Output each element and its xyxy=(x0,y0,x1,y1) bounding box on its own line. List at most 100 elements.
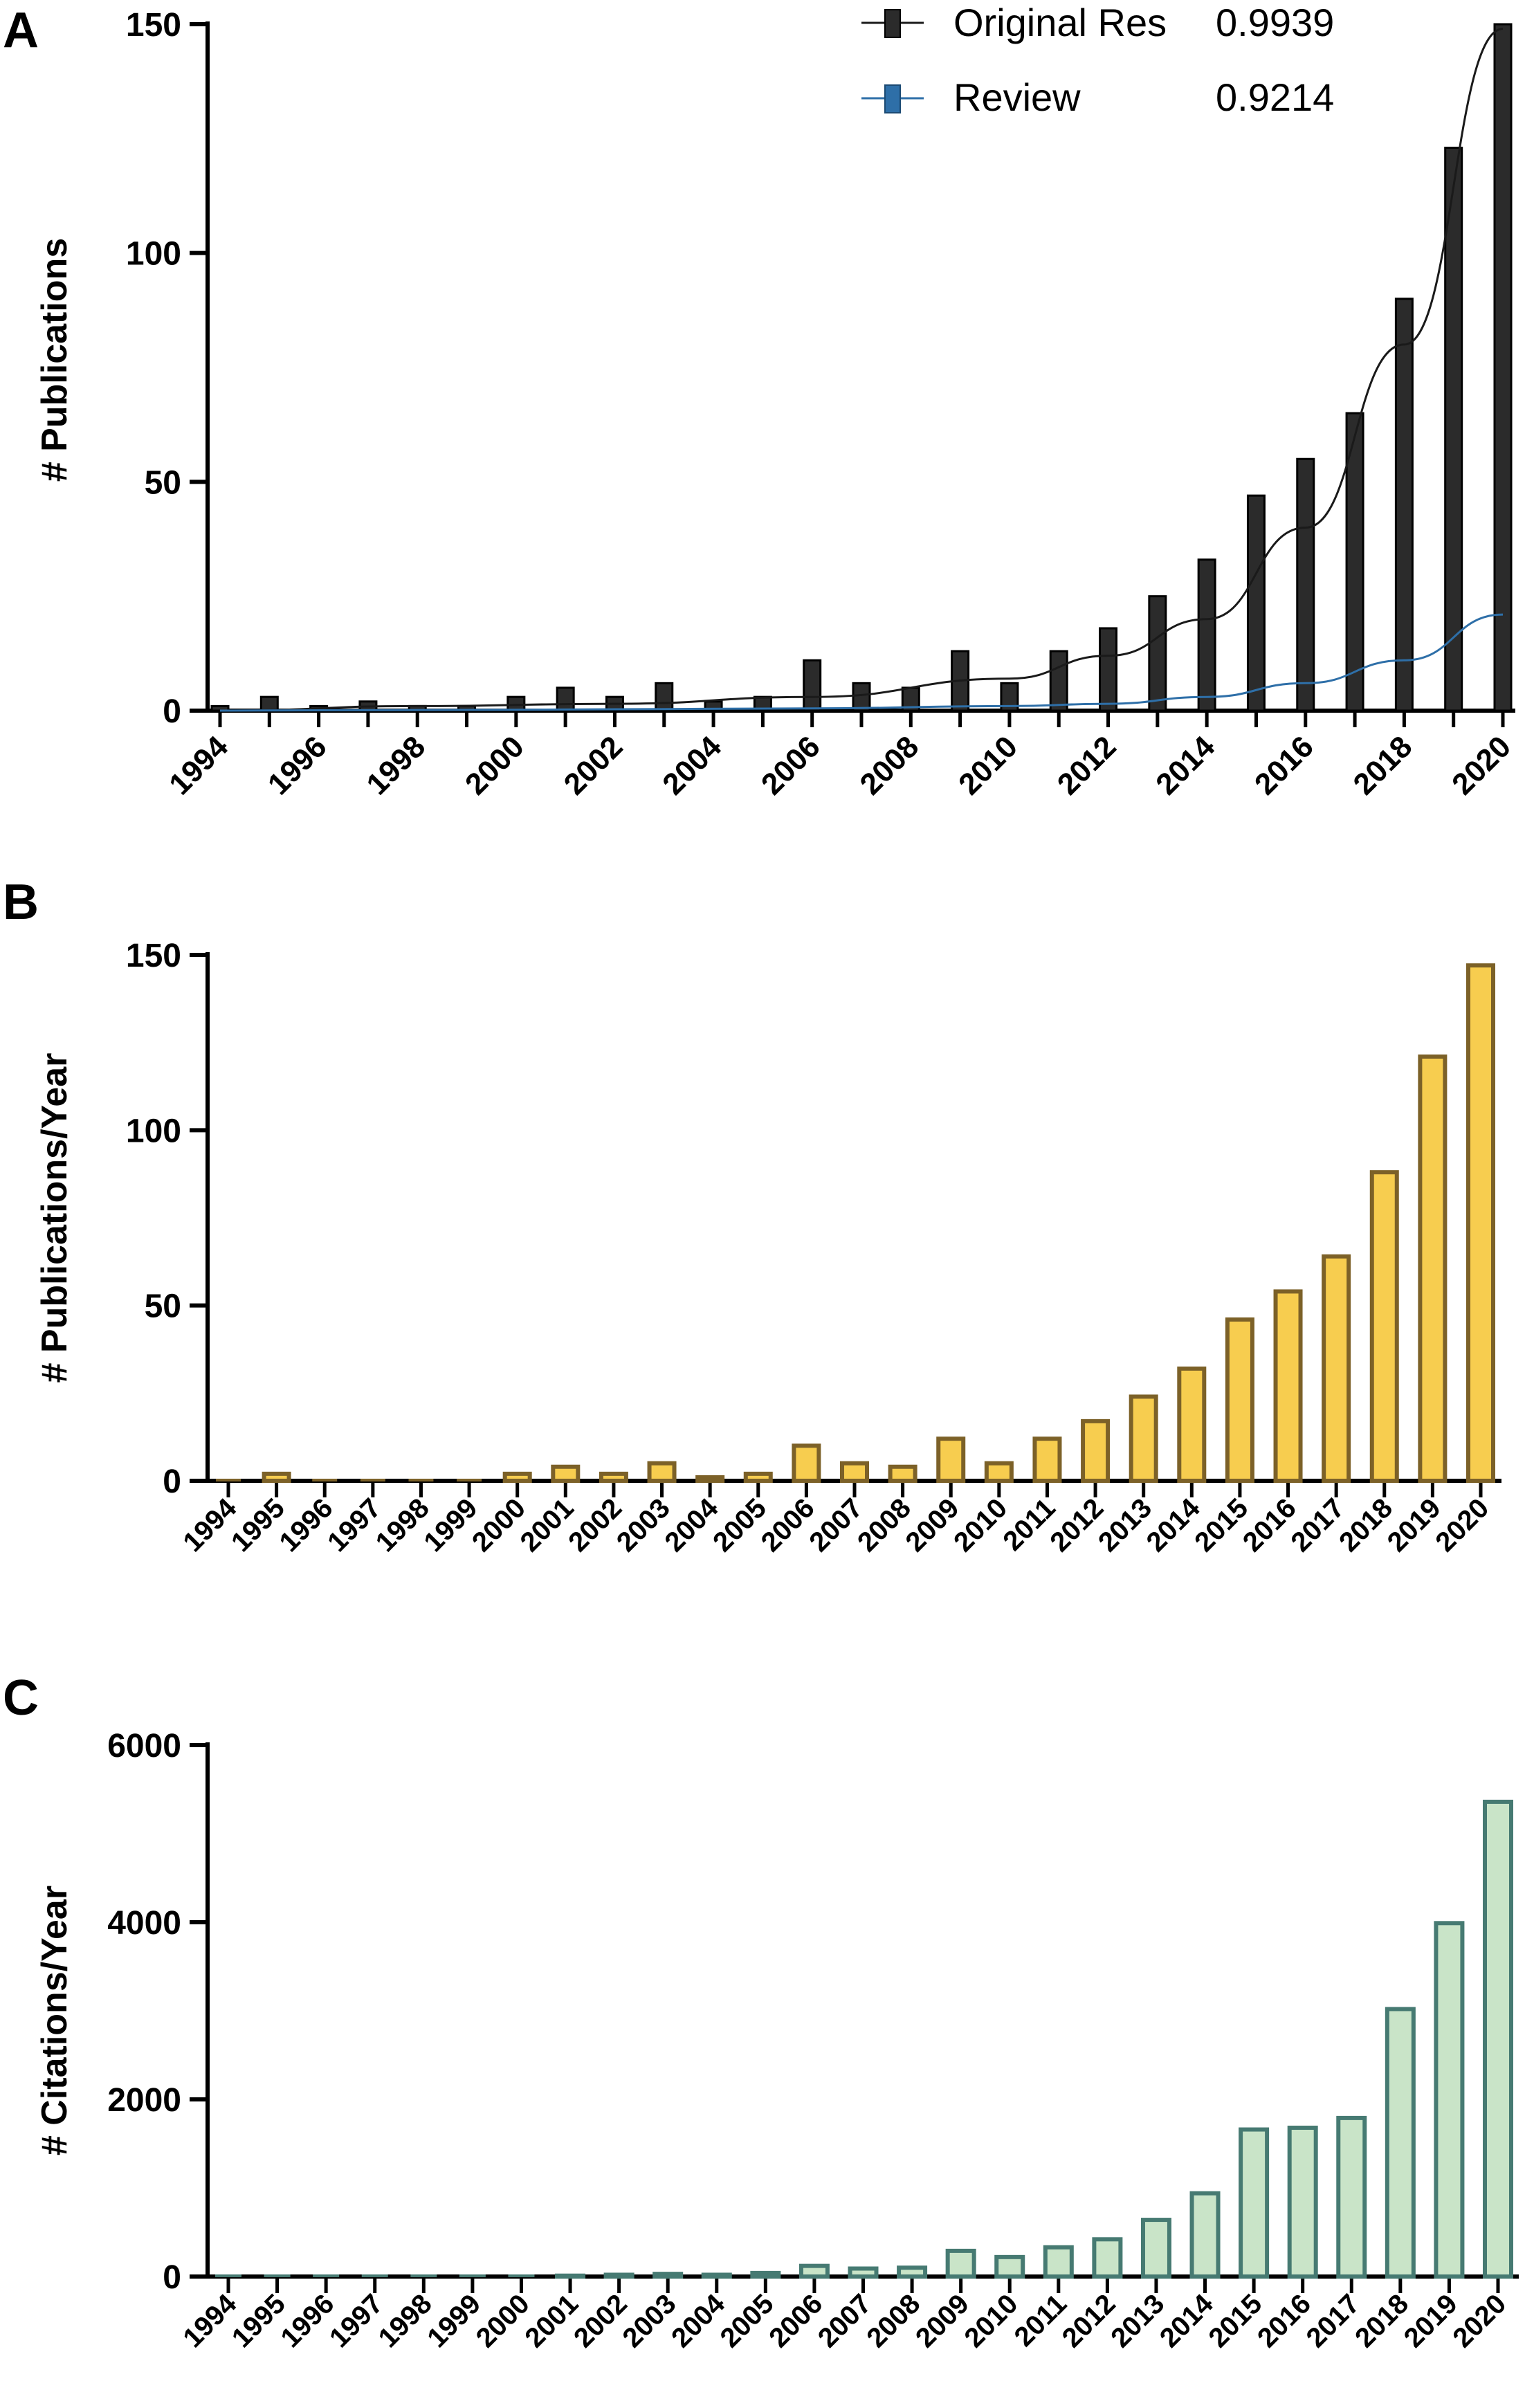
bar-2010 xyxy=(984,1461,1014,1484)
bar-2001 xyxy=(551,1464,581,1484)
panel-b-letter: B xyxy=(3,875,39,930)
bar-2010 xyxy=(994,2254,1025,2279)
bar-2019 xyxy=(1418,1054,1448,1483)
bar-2006 xyxy=(798,2263,830,2279)
bar-2017 xyxy=(1322,1254,1351,1483)
bar-2011 xyxy=(1043,2245,1074,2279)
x-tick-label: 2002 xyxy=(563,1493,628,1558)
x-tick-label: 2007 xyxy=(803,1493,868,1558)
bar-2014 xyxy=(1177,1366,1207,1484)
bar-2007 xyxy=(848,2266,879,2279)
x-tick-label: 2010 xyxy=(948,1493,1013,1558)
x-tick-label: 2005 xyxy=(715,2288,780,2353)
bar-2002 xyxy=(599,1471,628,1484)
x-tick-label: 2003 xyxy=(611,1493,676,1558)
y-tick-label: 6000 xyxy=(107,1728,181,1764)
x-tick-label: 2020 xyxy=(1430,1493,1495,1558)
legend-review-swatch xyxy=(884,84,901,113)
x-tick-label: 2017 xyxy=(1285,1493,1350,1558)
bar-2001 xyxy=(555,2273,586,2279)
bar-2016 xyxy=(1287,2125,1318,2279)
x-tick-label: 2004 xyxy=(659,1493,724,1558)
x-tick-label: 2009 xyxy=(900,1493,965,1558)
panel-a-trend-lines xyxy=(219,28,1504,712)
x-tick-label: 2007 xyxy=(812,2288,877,2353)
bar-2003 xyxy=(647,1461,677,1484)
x-tick-label: 2018 xyxy=(1349,2288,1414,2353)
bar-2005 xyxy=(743,1471,773,1484)
x-tick-label: 1998 xyxy=(370,1493,435,1558)
bar-2020 xyxy=(1466,963,1495,1483)
x-tick-label: 2005 xyxy=(707,1493,772,1558)
panel-c-y-axis-label: # Citations/Year xyxy=(35,1886,75,2155)
panel-b-axes xyxy=(190,952,1501,1497)
bar-2004 xyxy=(701,2272,732,2279)
x-tick-label: 2001 xyxy=(515,1493,580,1558)
x-tick-label: 2012 xyxy=(1057,2288,1122,2353)
x-tick-label: 2001 xyxy=(519,2288,584,2353)
x-tick-label: 1997 xyxy=(322,1493,387,1558)
bar-2005 xyxy=(750,2270,781,2279)
bar-2001 xyxy=(556,686,575,712)
bar-2018 xyxy=(1394,298,1414,712)
x-tick-label: 2009 xyxy=(910,2288,975,2353)
x-tick-label: 2000 xyxy=(466,1493,531,1558)
x-tick-label: 2018 xyxy=(1333,1493,1398,1558)
bar-2013 xyxy=(1140,2218,1171,2279)
bar-2009 xyxy=(945,2248,976,2279)
trend-line-original-res xyxy=(219,28,1504,712)
y-tick-label: 4000 xyxy=(107,1905,181,1942)
bar-1995 xyxy=(259,695,279,712)
x-tick-label: 2006 xyxy=(755,729,827,801)
x-tick-label: 2011 xyxy=(997,1493,1061,1556)
x-tick-label: 2002 xyxy=(568,2288,633,2353)
legend-review-label: Review xyxy=(953,75,1081,119)
bar-2009 xyxy=(936,1436,966,1483)
bar-2015 xyxy=(1225,1317,1254,1484)
y-tick-label: 150 xyxy=(126,938,181,974)
bar-2016 xyxy=(1296,457,1315,712)
bar-2018 xyxy=(1369,1170,1399,1483)
panel-b-publications-per-year: B # Publications/Year 050100150199419951… xyxy=(3,875,1501,1558)
y-tick-label: 50 xyxy=(145,1288,181,1325)
y-tick-label: 100 xyxy=(126,236,181,273)
panel-c-letter: C xyxy=(3,1670,39,1726)
panel-c-bars xyxy=(215,1799,1513,2279)
bar-2012 xyxy=(1081,1419,1111,1484)
x-tick-label: 1996 xyxy=(274,1493,339,1558)
x-tick-label: 1999 xyxy=(421,2288,486,2353)
x-tick-label: 1994 xyxy=(163,729,235,801)
bar-2007 xyxy=(840,1461,869,1484)
bar-2000 xyxy=(502,1471,532,1484)
x-tick-label: 2002 xyxy=(558,729,630,801)
x-tick-label: 1997 xyxy=(324,2288,389,2353)
bar-2011 xyxy=(1032,1436,1062,1483)
panel-c-citations-per-year: C # Citations/Year 0 2000 4000 6000 19941995… xyxy=(3,1670,1519,2353)
legend-item-review: Review 0.9214 xyxy=(861,75,1334,119)
x-tick-label: 2012 xyxy=(1051,729,1123,801)
x-tick-label: 2013 xyxy=(1105,2288,1170,2353)
x-tick-label: 2008 xyxy=(852,1493,917,1558)
y-tick-label: 0 xyxy=(163,2259,181,2296)
x-tick-label: 2006 xyxy=(756,1493,821,1558)
x-tick-label: 2016 xyxy=(1237,1493,1302,1558)
x-tick-label: 2015 xyxy=(1203,2288,1268,2353)
x-tick-label: 2011 xyxy=(1009,2288,1072,2352)
x-tick-label: 2014 xyxy=(1149,729,1221,801)
x-tick-label: 2006 xyxy=(763,2288,828,2353)
x-tick-label: 2010 xyxy=(959,2288,1024,2353)
y-tick-label: 100 xyxy=(126,1113,181,1149)
x-tick-label: 2000 xyxy=(471,2288,536,2353)
panel-a-legend: Original Res 0.9939 Review 0.9214 xyxy=(861,1,1334,119)
legend-item-original-res: Original Res 0.9939 xyxy=(861,1,1334,44)
bar-2017 xyxy=(1336,2115,1367,2279)
bar-2008 xyxy=(888,1464,917,1484)
x-tick-label: 2004 xyxy=(656,729,728,801)
bar-2014 xyxy=(1189,2191,1221,2279)
legend-review-r2: 0.9214 xyxy=(1216,75,1334,119)
x-tick-label: 2008 xyxy=(861,2288,926,2353)
x-tick-label: 2016 xyxy=(1248,729,1320,801)
bar-2002 xyxy=(603,2272,634,2279)
bar-2012 xyxy=(1092,2237,1123,2279)
bar-2006 xyxy=(792,1443,821,1483)
